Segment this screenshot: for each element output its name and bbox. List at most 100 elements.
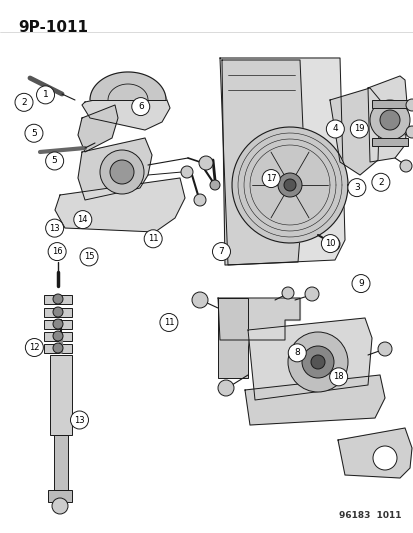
Circle shape: [372, 446, 396, 470]
Text: 11: 11: [163, 318, 174, 327]
Polygon shape: [218, 298, 299, 340]
Text: 12: 12: [29, 343, 40, 352]
Polygon shape: [55, 178, 185, 232]
Bar: [54, 435, 68, 490]
Text: 16: 16: [52, 247, 62, 256]
Circle shape: [218, 380, 233, 396]
Circle shape: [159, 313, 178, 332]
Text: 14: 14: [77, 215, 88, 224]
Bar: [371, 100, 407, 108]
Circle shape: [212, 243, 230, 261]
Circle shape: [110, 160, 134, 184]
Circle shape: [53, 307, 63, 317]
Circle shape: [53, 343, 63, 353]
Polygon shape: [231, 127, 347, 243]
Circle shape: [48, 243, 66, 261]
Circle shape: [287, 344, 306, 362]
Text: 4: 4: [332, 125, 337, 133]
Circle shape: [281, 287, 293, 299]
Polygon shape: [90, 72, 166, 100]
Text: 11: 11: [147, 235, 158, 243]
Bar: [50, 355, 72, 435]
Polygon shape: [219, 58, 344, 265]
Text: 3: 3: [353, 183, 359, 192]
Circle shape: [320, 235, 339, 253]
Circle shape: [194, 194, 206, 206]
Circle shape: [261, 169, 280, 188]
Text: 10: 10: [324, 239, 335, 248]
Circle shape: [283, 179, 295, 191]
Circle shape: [74, 211, 92, 229]
Circle shape: [52, 498, 68, 514]
Bar: [371, 138, 407, 146]
Circle shape: [144, 230, 162, 248]
Bar: [48, 490, 72, 502]
Text: 9: 9: [357, 279, 363, 288]
Circle shape: [199, 156, 212, 170]
Polygon shape: [247, 318, 371, 400]
Text: 96183  1011: 96183 1011: [338, 511, 400, 520]
Circle shape: [379, 110, 399, 130]
Circle shape: [25, 338, 43, 357]
Circle shape: [329, 368, 347, 386]
Circle shape: [70, 411, 88, 429]
Circle shape: [45, 219, 64, 237]
Text: 19: 19: [353, 125, 364, 133]
Circle shape: [277, 173, 301, 197]
Circle shape: [287, 332, 347, 392]
Text: 17: 17: [265, 174, 276, 183]
Circle shape: [347, 179, 365, 197]
Circle shape: [25, 124, 43, 142]
Circle shape: [377, 342, 391, 356]
Circle shape: [100, 150, 144, 194]
Circle shape: [209, 180, 219, 190]
Circle shape: [192, 292, 207, 308]
Text: 9P-1011: 9P-1011: [18, 20, 88, 35]
Polygon shape: [367, 76, 407, 162]
Text: 2: 2: [21, 98, 27, 107]
Polygon shape: [329, 88, 379, 175]
Circle shape: [325, 237, 339, 251]
Text: 1: 1: [43, 91, 48, 99]
Circle shape: [80, 248, 98, 266]
Circle shape: [36, 86, 55, 104]
Circle shape: [53, 294, 63, 304]
Text: 5: 5: [31, 129, 37, 138]
Bar: [44, 308, 72, 317]
Polygon shape: [244, 375, 384, 425]
Circle shape: [310, 355, 324, 369]
Polygon shape: [78, 138, 152, 200]
Circle shape: [371, 173, 389, 191]
Text: 13: 13: [74, 416, 85, 424]
Text: 18: 18: [332, 373, 343, 381]
Circle shape: [405, 99, 413, 111]
Text: 5: 5: [52, 157, 57, 165]
Circle shape: [131, 98, 150, 116]
Polygon shape: [78, 105, 118, 152]
Polygon shape: [337, 428, 411, 478]
Circle shape: [45, 152, 64, 170]
Circle shape: [53, 319, 63, 329]
Circle shape: [15, 93, 33, 111]
Text: 8: 8: [294, 349, 299, 357]
Text: 6: 6: [138, 102, 143, 111]
Circle shape: [405, 126, 413, 138]
Bar: [218, 298, 247, 378]
Circle shape: [304, 287, 318, 301]
Circle shape: [325, 120, 344, 138]
Text: 7: 7: [218, 247, 224, 256]
Bar: [44, 320, 72, 329]
Circle shape: [369, 100, 409, 140]
Polygon shape: [82, 88, 170, 130]
Text: 2: 2: [377, 178, 383, 187]
Circle shape: [399, 160, 411, 172]
Text: 13: 13: [49, 224, 60, 232]
Polygon shape: [221, 60, 304, 265]
Text: 15: 15: [83, 253, 94, 261]
Bar: [44, 344, 72, 353]
Circle shape: [351, 274, 369, 293]
Circle shape: [180, 166, 192, 178]
Circle shape: [53, 331, 63, 341]
Circle shape: [301, 346, 333, 378]
Bar: [44, 295, 72, 304]
